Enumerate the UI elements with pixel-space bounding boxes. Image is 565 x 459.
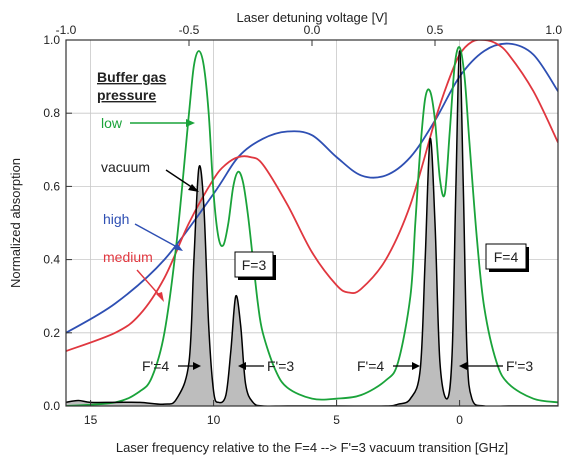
x2-tick-label: 1.0 (545, 23, 562, 37)
x2-tick-label: -1.0 (56, 23, 77, 37)
arrow-right-f3-head (459, 362, 467, 370)
box-f4-label: F=4 (494, 249, 519, 265)
x2-tick-label: 0.5 (427, 23, 444, 37)
peak-label-left-f3: F'=3 (267, 358, 294, 374)
x-tick-label: 15 (84, 413, 98, 427)
arrow-vacuum-head (188, 184, 199, 192)
x-tick-label: 0 (456, 413, 463, 427)
label-low: low (101, 115, 123, 131)
y-tick-label: 0.0 (43, 399, 60, 413)
arrow-right-f4-head (412, 362, 420, 370)
peak-label-right-f4: F'=4 (357, 358, 384, 374)
arrow-high (134, 223, 178, 248)
y-tick-label: 0.6 (43, 179, 60, 193)
x-tick-label: 5 (333, 413, 340, 427)
bottom-axis-label: Laser frequency relative to the F=4 --> … (116, 440, 508, 455)
arrow-left-f3-head (238, 362, 246, 370)
arrow-vacuum (165, 169, 194, 189)
peak-label-right-f3: F'=3 (506, 358, 533, 374)
y-tick-label: 0.8 (43, 106, 60, 120)
y-tick-label: 0.4 (43, 253, 60, 267)
x-tick-label: 10 (207, 413, 221, 427)
arrow-low-head (186, 119, 195, 127)
y-tick-label: 1.0 (43, 33, 60, 47)
legend-title-line1: Buffer gas (97, 69, 166, 85)
top-axis-label: Laser detuning voltage [V] (236, 10, 387, 25)
label-vacuum: vacuum (101, 159, 150, 175)
axis-ticks: 0.0 0.2 0.4 0.6 0.8 1.0 15 10 5 0 -1.0 -0.5 0.0 0.5 1.… (43, 23, 562, 427)
arrow-medium-head (156, 292, 164, 302)
arrow-left-f4-head (193, 362, 201, 370)
peak-label-left-f4: F'=4 (142, 358, 169, 374)
x2-tick-label: -0.5 (179, 23, 200, 37)
box-f3 (234, 251, 274, 278)
series-vacuum-line (66, 50, 558, 406)
label-high: high (103, 211, 129, 227)
series-low-line (66, 46, 558, 406)
arrow-medium (136, 269, 161, 297)
vacuum-fill-area (66, 50, 558, 406)
series-high-line (66, 42, 558, 334)
box-f4 (485, 243, 527, 270)
legend-title-line2: pressure (97, 87, 156, 103)
box-f3-label: F=3 (242, 257, 267, 273)
series-lines (66, 40, 558, 406)
label-medium: medium (103, 249, 153, 265)
x2-tick-label: 0.0 (304, 23, 321, 37)
series-medium-line (66, 40, 558, 352)
series-vacuum-fill (66, 50, 558, 406)
y-tick-label: 0.2 (43, 326, 60, 340)
y-axis-label: Normalized absorption (8, 158, 23, 288)
arrow-high-head (173, 243, 183, 251)
